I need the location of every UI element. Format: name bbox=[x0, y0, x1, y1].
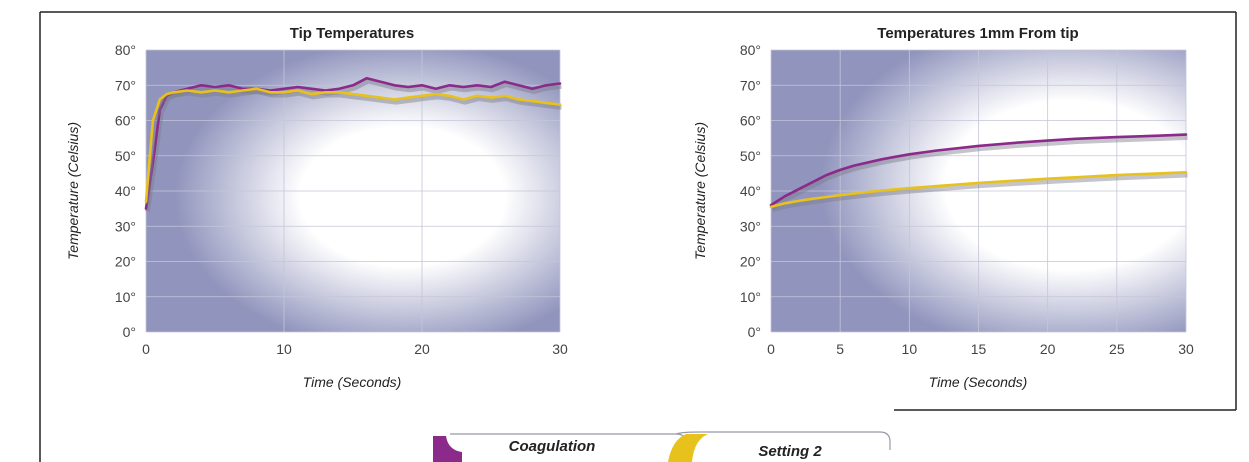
chart-title: Temperatures 1mm From tip bbox=[877, 25, 1078, 42]
x-tick-label: 30 bbox=[552, 341, 568, 357]
series-shadow bbox=[771, 135, 1188, 210]
x-tick-label: 20 bbox=[1040, 341, 1056, 357]
y-tick-label: 70° bbox=[740, 77, 761, 93]
legend: Coagulation Setting 2 bbox=[433, 431, 891, 462]
tip-temperatures-chart: Tip Temperatures 0° 10° 20° 30° 40° 50° 60° 70°… bbox=[65, 25, 568, 390]
x-tick-label: 10 bbox=[902, 341, 918, 357]
legend-swatch-coagulation bbox=[433, 436, 462, 462]
series-line-coagulation bbox=[144, 76, 562, 210]
legend-swatch-setting-2 bbox=[668, 434, 708, 462]
x-tick-labels: 0 10 20 30 bbox=[142, 341, 568, 357]
y-tick-label: 60° bbox=[115, 113, 136, 129]
x-tick-label: 15 bbox=[971, 341, 987, 357]
y-axis-label: Temperature (Celsius) bbox=[65, 122, 81, 260]
x-tick-label: 0 bbox=[142, 341, 150, 357]
y-tick-label: 40° bbox=[740, 183, 761, 199]
y-tick-label: 10° bbox=[115, 289, 136, 305]
x-tick-label: 0 bbox=[767, 341, 775, 357]
y-tick-label: 30° bbox=[740, 218, 761, 234]
x-axis-label: Time (Seconds) bbox=[303, 374, 402, 390]
series-line-coagulation bbox=[769, 133, 1188, 207]
y-tick-label: 20° bbox=[740, 254, 761, 270]
y-tick-labels: 0° 10° 20° 30° 40° 50° 60° 70° 80° bbox=[740, 42, 761, 340]
x-tick-label: 20 bbox=[414, 341, 430, 357]
y-tick-label: 0° bbox=[748, 324, 761, 340]
series-shadow bbox=[771, 173, 1188, 213]
y-tick-label: 80° bbox=[740, 42, 761, 58]
x-tick-label: 30 bbox=[1178, 341, 1194, 357]
y-tick-label: 50° bbox=[115, 148, 136, 164]
y-tick-label: 0° bbox=[123, 324, 136, 340]
x-tick-label: 25 bbox=[1109, 341, 1125, 357]
series-line-setting-2 bbox=[144, 87, 562, 203]
legend-label-setting-2: Setting 2 bbox=[758, 443, 822, 460]
legend-label-coagulation: Coagulation bbox=[509, 438, 596, 455]
series-line-setting-2 bbox=[769, 171, 1188, 209]
legend-tab-outline bbox=[439, 431, 891, 462]
x-tick-label: 5 bbox=[836, 341, 844, 357]
y-axis-label: Temperature (Celsius) bbox=[692, 122, 708, 260]
y-tick-label: 70° bbox=[115, 77, 136, 93]
y-tick-label: 10° bbox=[740, 289, 761, 305]
series-group bbox=[769, 133, 1188, 213]
x-tick-label: 10 bbox=[276, 341, 292, 357]
chart-title: Tip Temperatures bbox=[290, 25, 414, 42]
series-group bbox=[144, 76, 562, 212]
temperatures-1mm-chart: Temperatures 1mm From tip 0° 10° 20° 30° 40°… bbox=[692, 25, 1194, 390]
x-axis-label: Time (Seconds) bbox=[929, 374, 1028, 390]
y-tick-label: 40° bbox=[115, 183, 136, 199]
y-tick-label: 60° bbox=[740, 113, 761, 129]
x-tick-labels: 0 5 10 15 20 25 30 bbox=[767, 341, 1194, 357]
y-tick-label: 20° bbox=[115, 254, 136, 270]
series-shadow bbox=[145, 89, 562, 205]
y-tick-labels: 0° 10° 20° 30° 40° 50° 60° 70° 80° bbox=[115, 42, 136, 340]
y-tick-label: 30° bbox=[115, 218, 136, 234]
y-tick-label: 50° bbox=[740, 148, 761, 164]
grid-lines bbox=[770, 49, 1187, 333]
y-tick-label: 80° bbox=[115, 42, 136, 58]
